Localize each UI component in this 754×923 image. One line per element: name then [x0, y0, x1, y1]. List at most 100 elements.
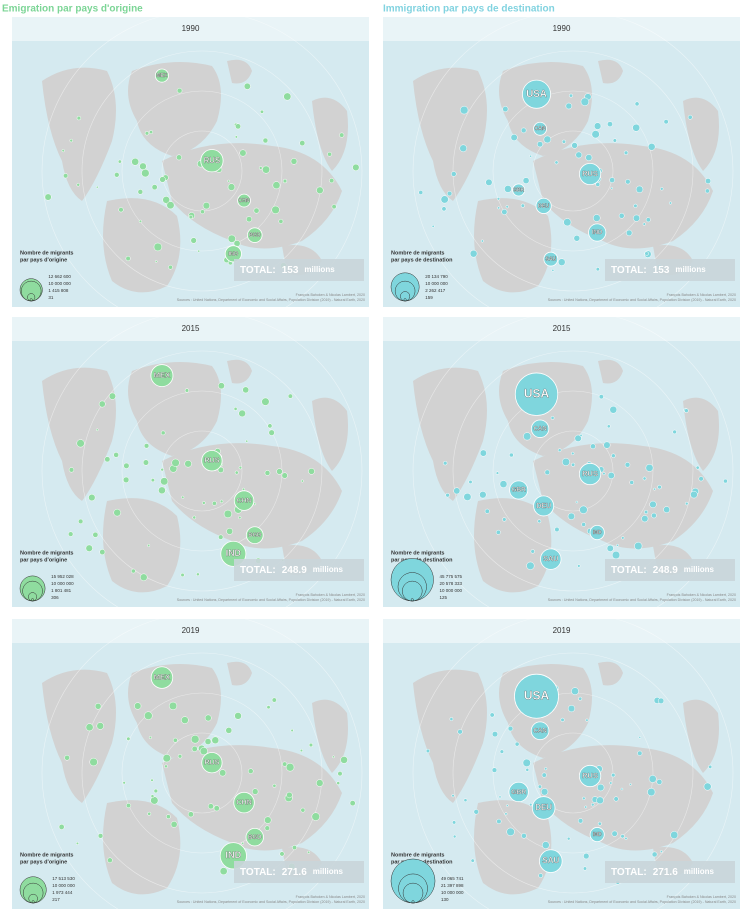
country-dot [299, 140, 306, 147]
country-dot [638, 736, 642, 739]
country-dot [537, 784, 542, 789]
country-label: DEU [536, 503, 551, 510]
legend-label: 10 000 000 [441, 890, 464, 895]
country-dot [609, 781, 613, 785]
country-dot [663, 506, 671, 514]
country-dot [171, 458, 180, 467]
country-label: MEX [157, 73, 169, 79]
country-dot [139, 162, 147, 170]
panel-year: 2015 [182, 324, 200, 333]
country-label: IND [592, 230, 603, 236]
country-dot [158, 486, 166, 495]
country-dot [609, 177, 616, 183]
country-dot [151, 184, 158, 191]
country-dot [606, 544, 614, 552]
country-dot [595, 267, 600, 272]
country-dot [590, 443, 596, 450]
country-dot [657, 484, 662, 490]
country-dot [153, 242, 163, 252]
legend-label: 306 [51, 595, 59, 600]
country-label: DEU [535, 803, 552, 812]
country-dot [579, 433, 583, 437]
country-dot [248, 768, 254, 774]
country-dot [184, 460, 192, 468]
country-dot [316, 779, 324, 787]
country-dot [544, 469, 551, 476]
country-bubble [531, 796, 556, 820]
country-dot [159, 176, 166, 183]
country-dot [563, 218, 572, 227]
country-dot [506, 827, 515, 836]
country-bubble [508, 781, 529, 803]
sources: Sources : United Nations, Department of … [548, 900, 736, 904]
country-dot [271, 205, 280, 214]
panel-header [12, 619, 369, 643]
map-panel: 2019 USA CAN RUS DEU GBR SAU IND Nombre de migra… [383, 612, 740, 923]
country-dot [276, 468, 283, 475]
country-dot [625, 179, 631, 185]
country-label: RUS [204, 759, 219, 767]
legend-title: par pays d'origine [20, 257, 67, 263]
country-dot [449, 717, 454, 721]
graticule [81, 652, 323, 894]
country-dot [238, 409, 246, 418]
country-dot [635, 185, 644, 194]
country-dot [501, 208, 508, 215]
panel-header [383, 17, 740, 41]
legend-label: 17 513 530 [52, 876, 75, 881]
country-dot [451, 171, 457, 177]
country-label: SAU [542, 856, 559, 865]
country-dot [227, 234, 236, 243]
country-dot [211, 736, 220, 745]
country-dot [583, 852, 590, 860]
country-bubble [246, 227, 263, 243]
country-dot [653, 487, 656, 491]
country-dot [504, 812, 508, 816]
country-dot [76, 115, 82, 121]
country-dot [585, 718, 589, 722]
country-dot [104, 456, 111, 463]
legend-title: par pays de destination [391, 257, 453, 263]
credit: François Bahoken & Nicolas Lambert, 2020 [296, 593, 365, 597]
country-label: MEX [154, 673, 170, 682]
country-label: GBR [511, 789, 526, 796]
country-label: CHN [239, 198, 250, 204]
panel-header [383, 317, 740, 341]
country-bubble [514, 372, 559, 416]
country-dot [282, 761, 288, 767]
country-dot [160, 477, 169, 486]
legend-label: 49 065 741 [441, 876, 464, 881]
country-dot [190, 237, 197, 244]
country-bubble [533, 121, 547, 136]
country-dot [668, 201, 672, 205]
country-dot [544, 767, 548, 771]
country-dot [647, 143, 656, 151]
country-dot [180, 572, 185, 578]
country-dot [703, 782, 712, 791]
country-dot [571, 462, 576, 467]
country-label: CHN [236, 798, 252, 807]
country-dot [114, 172, 120, 178]
legend-circle [410, 598, 414, 602]
legend-circle [390, 858, 436, 904]
country-dot [582, 866, 588, 871]
country-dot [514, 741, 520, 747]
country-dot [204, 714, 212, 722]
country-dot [95, 428, 99, 432]
country-dot [569, 93, 573, 98]
map [412, 612, 734, 923]
legend-label: 1 415 808 [48, 288, 69, 293]
country-dot [529, 803, 533, 807]
country-dot [577, 818, 584, 824]
map [412, 10, 734, 332]
country-dot [308, 468, 315, 475]
country-dot [69, 138, 73, 143]
country-dot [543, 135, 552, 144]
country-dot [245, 439, 249, 443]
country-dot [541, 841, 550, 849]
country-bubble [233, 791, 255, 814]
country-dot [349, 800, 356, 807]
total-prefix: TOTAL: [240, 867, 276, 878]
country-label: USA [524, 386, 550, 400]
country-dot [565, 102, 573, 110]
